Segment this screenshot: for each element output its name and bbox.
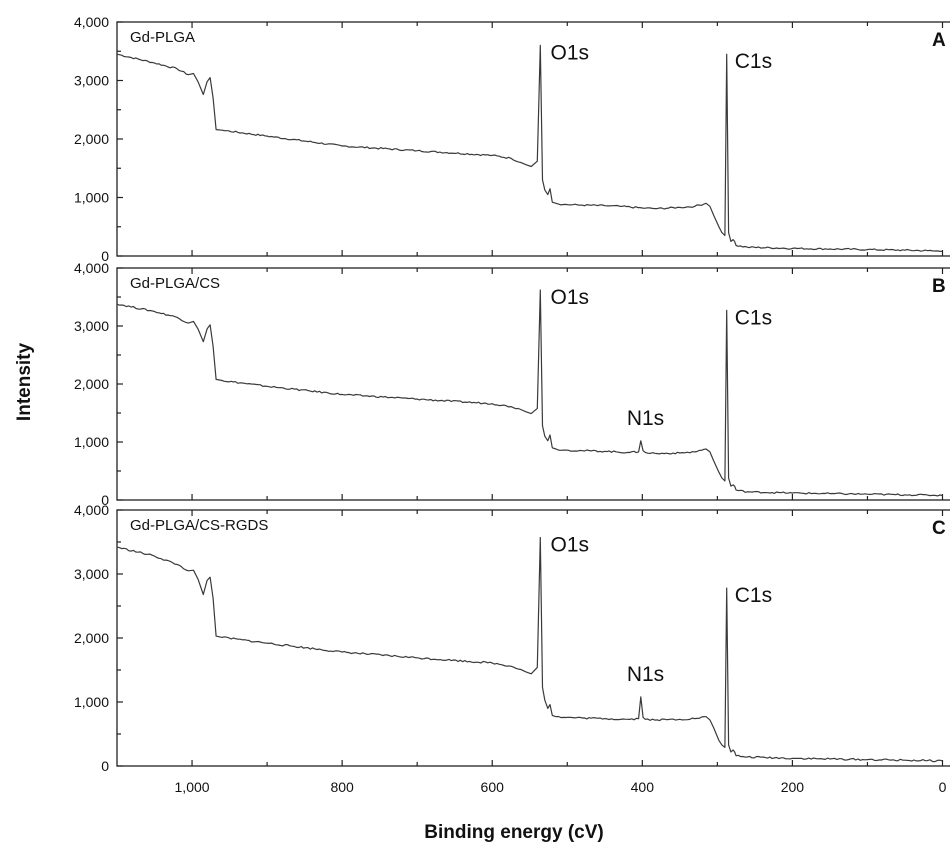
peak-label-c1s: C1s	[735, 306, 772, 329]
peak-label-o1s: O1s	[551, 286, 590, 309]
panel-sample-title: Gd-PLGA/CS-RGDS	[130, 517, 268, 534]
x-tick-label: 400	[631, 779, 655, 795]
x-axis: 1,000 800 600 400 200 0	[175, 779, 947, 795]
spectrum-line	[116, 536, 943, 763]
y-tick-label: 0	[101, 758, 109, 774]
panel-c: 0 1,000 2,000 3,000 4,000 Gd-PLGA/CS-RGDS C O1s…	[74, 502, 950, 774]
y-tick-label: 4,000	[74, 502, 109, 518]
panel-frame	[116, 21, 950, 257]
spectrum-line	[116, 44, 943, 252]
peak-label-c1s: C1s	[735, 584, 772, 607]
y-tick-label: 3,000	[74, 73, 109, 89]
y-tick-label: 1,000	[74, 434, 109, 450]
peak-label-n1s: N1s	[627, 663, 664, 686]
panel-sample-title: Gd-PLGA	[130, 29, 195, 46]
y-axis-title: Intensity	[14, 343, 35, 422]
y-tick-label: 0	[101, 248, 109, 264]
peak-label-o1s: O1s	[551, 41, 590, 64]
y-tick-label: 2,000	[74, 131, 109, 147]
peak-label-c1s: C1s	[735, 50, 772, 73]
panel-sample-title: Gd-PLGA/CS	[130, 275, 220, 292]
x-tick-label: 200	[781, 779, 805, 795]
panel-b: 0 1,000 2,000 3,000 4,000 Gd-PLGA/CS B O1s N1s C1…	[74, 260, 950, 508]
x-tick-label: 0	[939, 779, 947, 795]
y-tick-label: 4,000	[74, 260, 109, 276]
spectrum-line	[116, 289, 943, 497]
panel-letter: B	[932, 276, 946, 297]
y-tick-label: 2,000	[74, 630, 109, 646]
panel-frame	[116, 509, 950, 767]
x-tick-label: 800	[330, 779, 354, 795]
panel-letter: C	[932, 518, 946, 539]
y-tick-label: 1,000	[74, 694, 109, 710]
y-tick-label: 4,000	[74, 14, 109, 30]
peak-label-o1s: O1s	[551, 534, 590, 557]
y-tick-label: 2,000	[74, 376, 109, 392]
panels: 0 1,000 2,000 3,000 4,000 Gd-PLGA A O1s C1s 0 1,00…	[74, 14, 950, 774]
y-tick-label: 3,000	[74, 318, 109, 334]
y-tick-label: 0	[101, 492, 109, 508]
panel-frame	[116, 267, 950, 501]
y-tick-label: 1,000	[74, 190, 109, 206]
peak-label-n1s: N1s	[627, 407, 664, 430]
panel-a: 0 1,000 2,000 3,000 4,000 Gd-PLGA A O1s C1s	[74, 14, 950, 264]
x-tick-label: 600	[481, 779, 505, 795]
y-tick-label: 3,000	[74, 566, 109, 582]
panel-letter: A	[932, 30, 946, 51]
x-axis-title: Binding energy (cV)	[424, 822, 603, 843]
x-tick-label: 1,000	[175, 779, 210, 795]
